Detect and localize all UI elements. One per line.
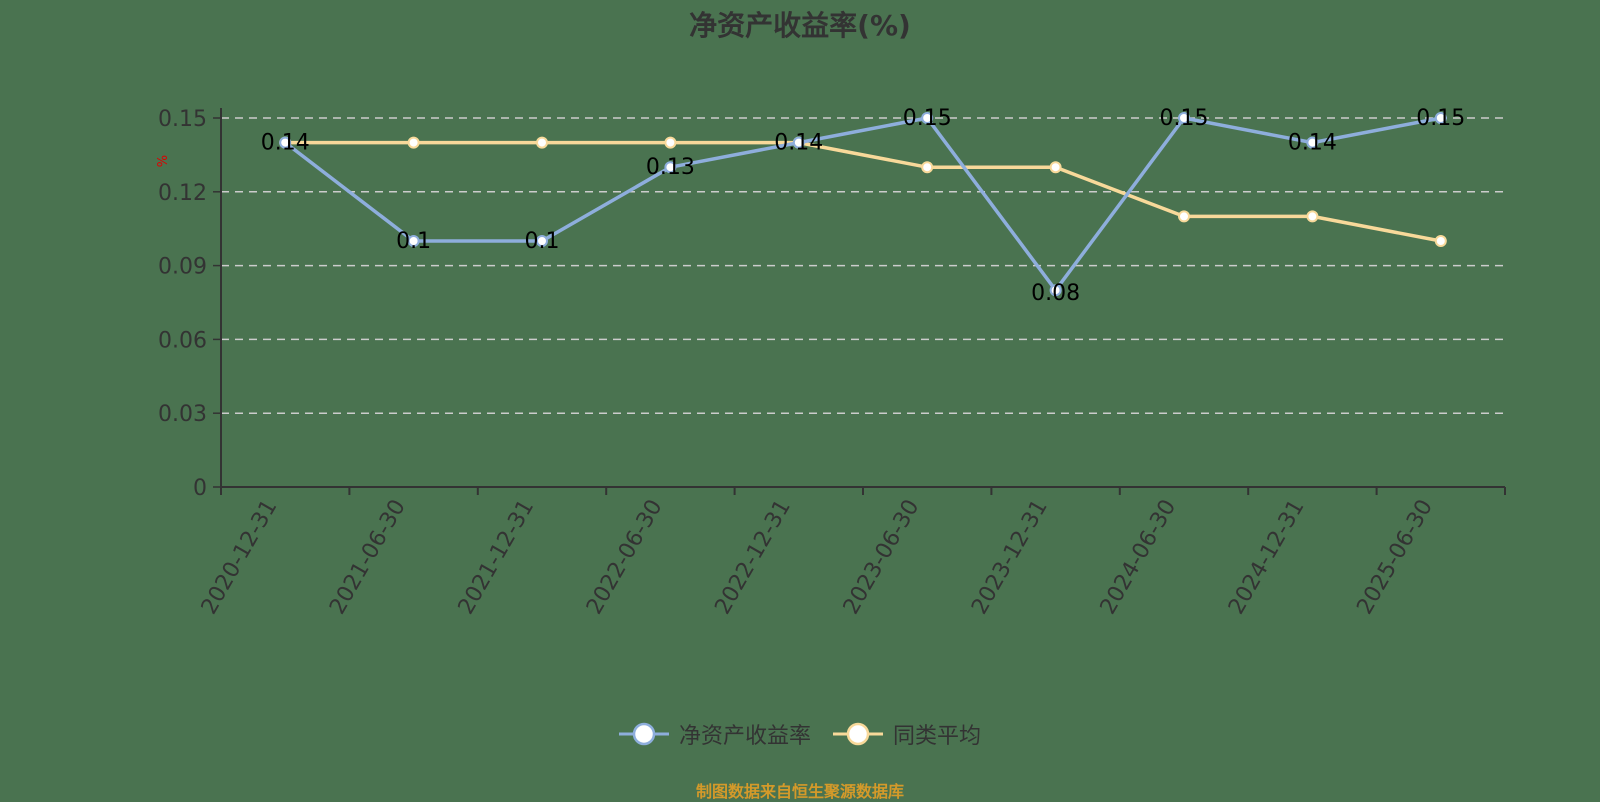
x-tick-label: 2020-12-31 [197,496,283,619]
data-point[interactable] [1434,112,1447,124]
y-tick-label: 0 [193,476,207,501]
data-label: 0.08 [1031,281,1080,306]
data-point[interactable] [664,136,677,149]
data-point[interactable] [1049,284,1062,297]
data-point[interactable] [921,161,934,174]
data-source-note: 制图数据来自恒生聚源数据库 [695,782,904,801]
data-point[interactable] [536,235,548,247]
data-label: 0.13 [646,155,695,180]
legend: 净资产收益率 同类平均 [0,718,1600,750]
x-tick-label: 2022-06-30 [582,496,668,619]
x-tick-label: 2021-06-30 [325,495,411,618]
data-point[interactable] [1306,136,1319,149]
y-tick-label: 0.03 [158,402,207,427]
data-point[interactable] [279,136,292,149]
y-tick-label: 0.15 [158,107,207,132]
data-label: 0.15 [1416,106,1465,131]
x-tick-label: 2023-06-30 [839,495,925,618]
x-tick-label: 2024-06-30 [1096,496,1182,619]
data-point[interactable] [407,136,420,149]
y-tick-label: 0.06 [158,328,207,353]
data-label: 0.14 [261,131,310,156]
data-point[interactable] [1178,112,1190,124]
y-axis: 0 0.03 0.06 0.09 0.12 0.15 [158,107,222,501]
data-point[interactable] [664,161,677,174]
y-axis-unit: % [156,155,171,167]
data-label: 0.15 [903,106,952,131]
data-point[interactable] [1434,235,1447,247]
data-point[interactable] [1306,210,1319,223]
data-point[interactable] [792,136,805,149]
data-label: 0.15 [1160,106,1209,131]
legend-item-avg[interactable]: 同类平均 [833,718,981,750]
gridlines [221,117,1505,414]
y-tick-label: 0.12 [158,181,207,206]
data-label: 0.1 [396,229,431,254]
data-point[interactable] [1049,161,1062,174]
x-tick-label: 2021-12-31 [454,496,540,619]
x-tick-label: 2025-06-30 [1352,496,1438,619]
data-point[interactable] [921,112,934,124]
x-tick-label: 2023-12-31 [967,496,1053,619]
data-label: 0.1 [525,229,560,254]
data-label: 0.14 [1288,131,1337,156]
data-labels: 0.14 0.1 0.1 0.13 0.14 0.15 0.08 0.15 0.14 0.15 [261,106,1466,306]
legend-label-roe: 净资产收益率 [678,724,811,749]
y-tick-label: 0.09 [158,255,207,280]
series-roe [279,112,1447,297]
series-layer [279,112,1447,297]
x-tick-label: 2024-12-31 [1224,496,1310,619]
data-point[interactable] [536,136,548,149]
legend-marker-avg-icon [833,722,883,746]
legend-marker-roe-icon [618,722,669,746]
data-point[interactable] [1178,210,1190,223]
data-label: 0.14 [774,131,823,156]
x-tick-label: 2022-12-31 [710,496,796,619]
legend-item-roe[interactable]: 净资产收益率 [618,718,811,750]
data-point[interactable] [407,235,420,247]
series-avg [279,136,1447,247]
legend-label-avg: 同类平均 [893,724,982,749]
chart-title: 净资产收益率(%) [689,9,911,42]
x-axis: 2020-12-31 2021-06-30 2021-12-31 2022-06-30… [197,486,1506,619]
